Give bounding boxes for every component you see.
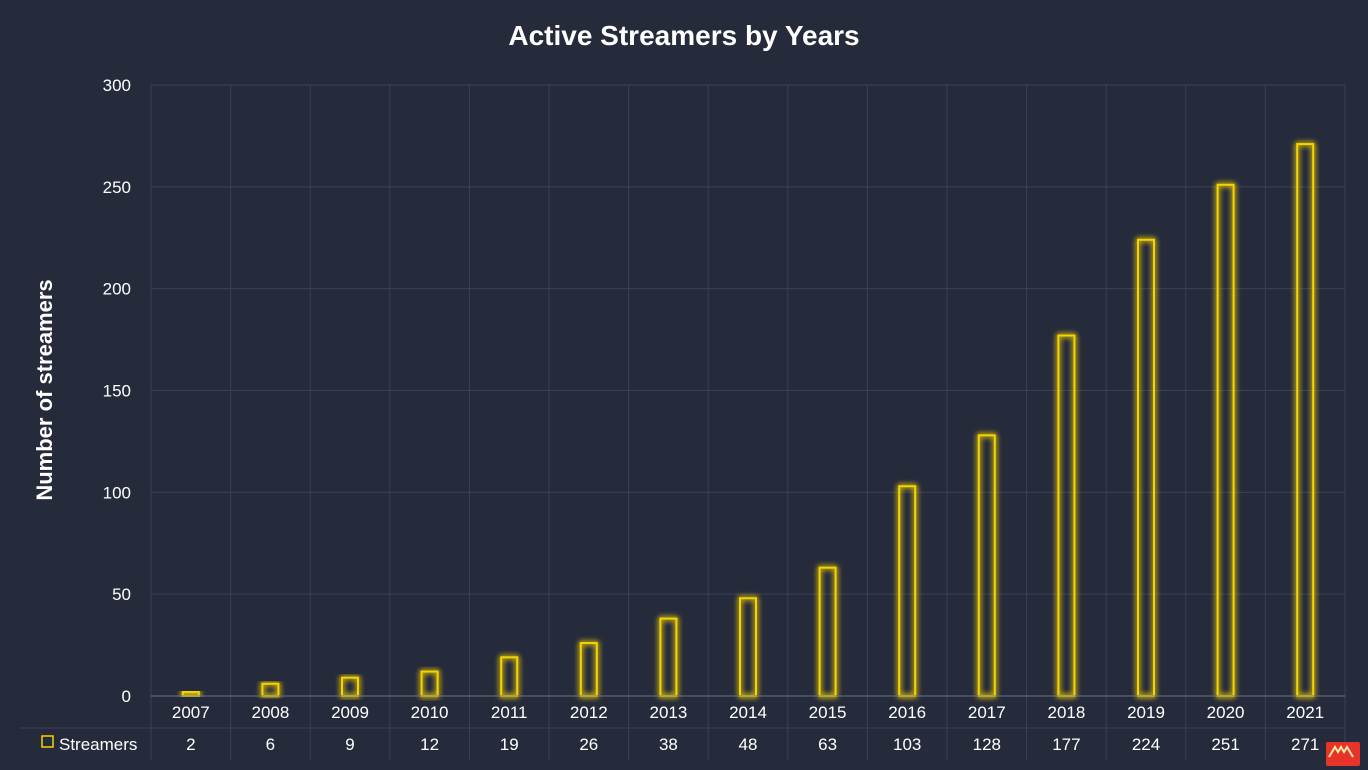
x-tick-label: 2009 [331,703,369,722]
bar [1216,183,1235,697]
data-table-value: 38 [659,735,678,754]
x-tick-label: 2021 [1286,703,1324,722]
x-tick-label: 2019 [1127,703,1165,722]
bar [500,656,519,698]
x-tick-label: 2007 [172,703,210,722]
y-tick-label: 50 [112,585,131,604]
bar [659,617,678,698]
x-tick-label: 2011 [491,703,528,722]
y-tick-label: 300 [103,76,131,95]
x-tick-label: 2018 [1047,703,1085,722]
y-tick-label: 150 [103,382,131,401]
bar [818,566,837,697]
x-tick-label: 2016 [888,703,926,722]
bar [181,690,200,698]
bar [898,485,917,697]
x-tick-label: 2014 [729,703,767,722]
chart-title: Active Streamers by Years [508,20,860,51]
x-tick-label: 2013 [649,703,687,722]
bar [1137,238,1155,698]
data-table-value: 177 [1052,735,1080,754]
data-table-value: 251 [1211,735,1239,754]
bar [341,676,359,697]
data-table-value: 48 [739,735,758,754]
x-tick-label: 2015 [809,703,847,722]
x-tick-label: 2010 [411,703,449,722]
data-table-value: 6 [266,735,275,754]
bar [1057,334,1076,697]
bar [420,670,439,697]
data-table-value: 63 [818,735,837,754]
brand-logo-icon [1326,742,1360,766]
data-table-value: 271 [1291,735,1319,754]
y-tick-label: 200 [103,280,131,299]
data-table-value: 103 [893,735,921,754]
data-table-value: 19 [500,735,519,754]
y-tick-label: 0 [122,687,131,706]
data-table-value: 26 [579,735,598,754]
y-tick-label: 250 [103,178,131,197]
bar [739,597,757,697]
bar [1296,143,1315,697]
bar [579,642,598,698]
legend-swatch [41,735,54,748]
data-table-value: 224 [1132,735,1160,754]
data-table-value: 128 [973,735,1001,754]
bar [977,434,996,697]
y-tick-label: 100 [103,483,131,502]
legend-label: Streamers [59,735,137,754]
x-tick-label: 2012 [570,703,608,722]
x-tick-label: 2008 [251,703,289,722]
data-table-value: 9 [345,735,354,754]
bar [261,682,280,698]
data-table-value: 12 [420,735,439,754]
x-tick-label: 2017 [968,703,1006,722]
x-tick-label: 2020 [1207,703,1245,722]
data-table-value: 2 [186,735,195,754]
